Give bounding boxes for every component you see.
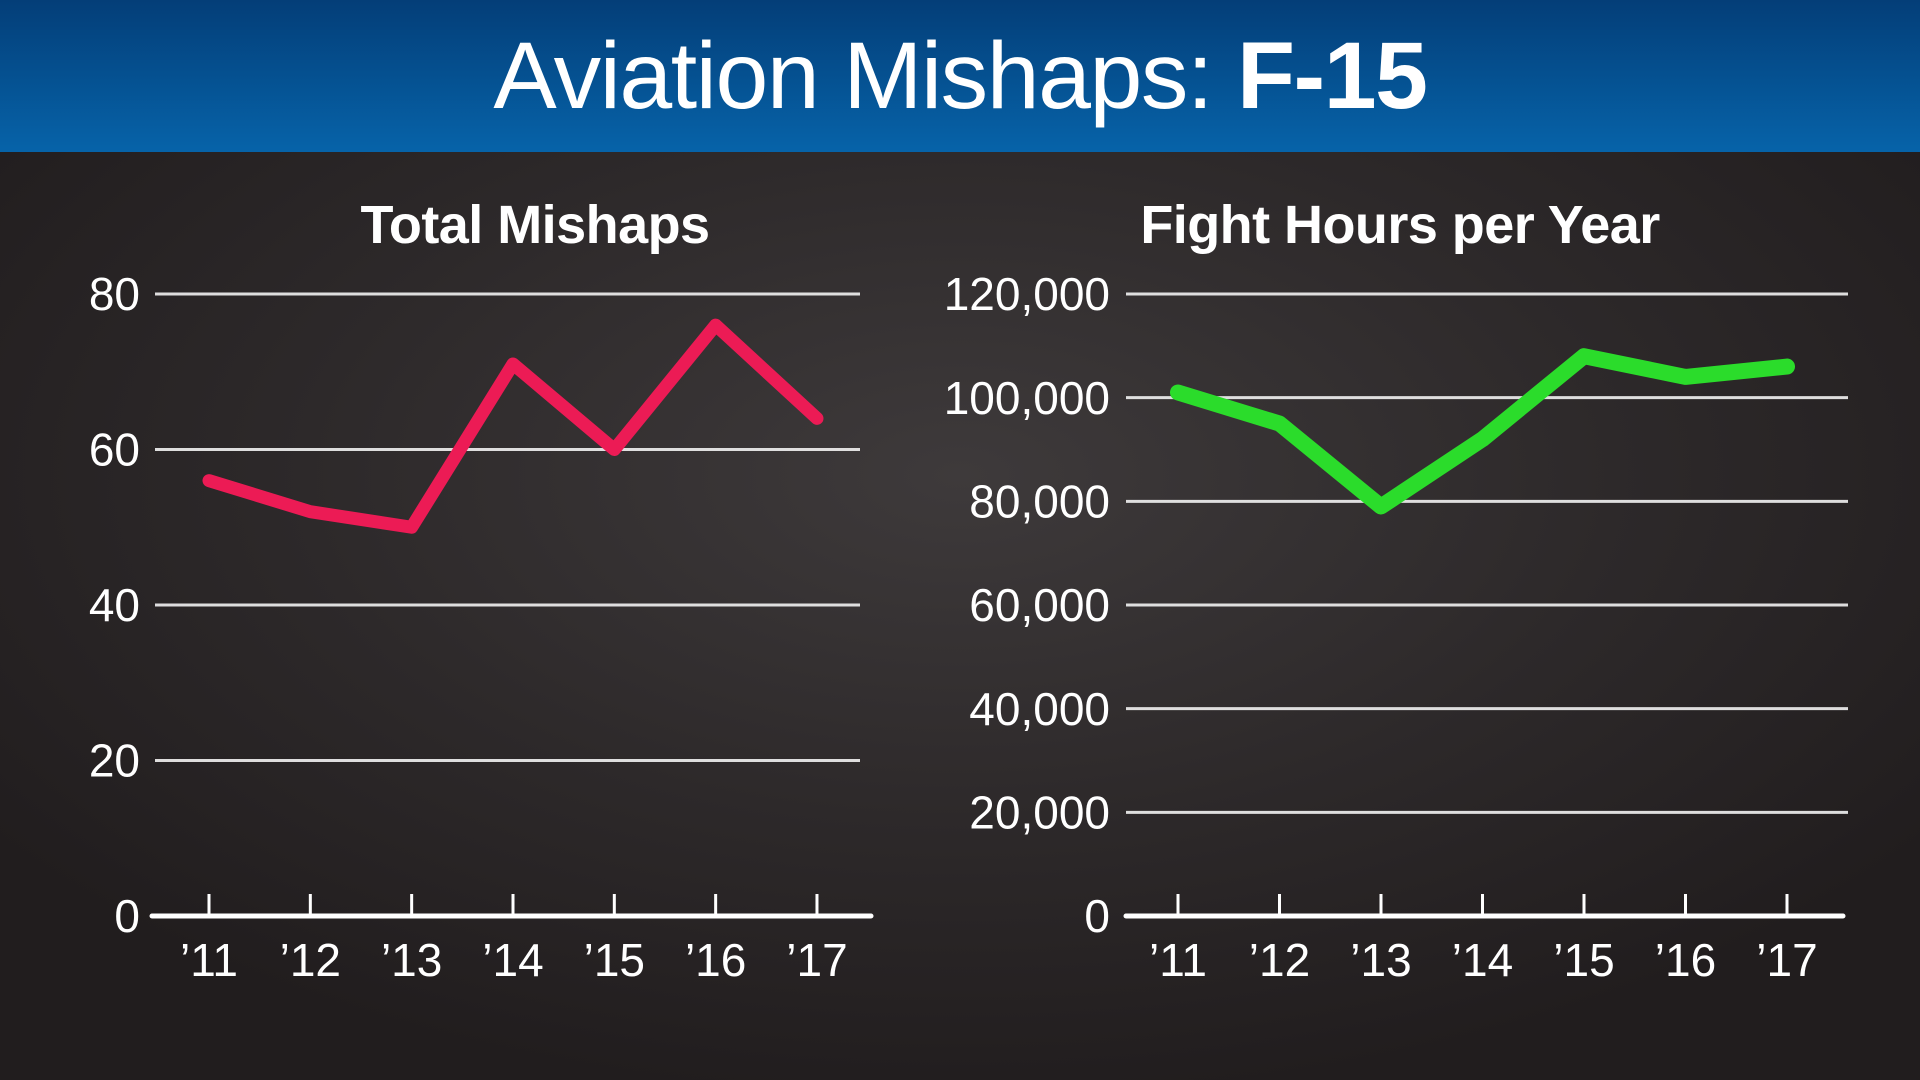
x-axis-label: ’11 (1149, 934, 1207, 986)
y-axis-label: 40,000 (969, 683, 1110, 735)
x-axis-label: ’14 (1452, 934, 1513, 986)
x-axis-label: ’15 (584, 934, 645, 986)
data-line (202, 318, 824, 534)
x-axis-label: ’17 (786, 934, 847, 986)
y-axis-label: 40 (89, 579, 140, 631)
header-banner: Aviation Mishaps: F-15 (0, 0, 1920, 152)
y-axis-label: 120,000 (944, 268, 1110, 320)
page-title-regular: Aviation Mishaps: (493, 22, 1237, 129)
x-axis-label: ’12 (1249, 934, 1310, 986)
y-axis-label: 100,000 (944, 372, 1110, 424)
page-title: Aviation Mishaps: F-15 (493, 22, 1428, 131)
y-axis-label: 0 (114, 890, 140, 942)
x-axis-label: ’16 (1655, 934, 1716, 986)
y-axis-label: 60 (89, 424, 140, 476)
x-axis-label: ’13 (381, 934, 442, 986)
y-axis-label: 80,000 (969, 475, 1110, 527)
x-axis-label: ’12 (280, 934, 341, 986)
page-title-aircraft: F-15 (1236, 22, 1428, 129)
y-axis-label: 60,000 (969, 579, 1110, 631)
x-axis-label: ’13 (1350, 934, 1411, 986)
y-axis-label: 20 (89, 735, 140, 787)
x-axis-label: ’14 (482, 934, 543, 986)
y-axis-label: 80 (89, 268, 140, 320)
x-axis-label: ’16 (685, 934, 746, 986)
right-chart-title: Fight Hours per Year (1140, 195, 1660, 255)
chart-2: 0 20,000 40,000 60,000 80,000 100,000 120,000 ’… (944, 268, 1848, 986)
y-axis-label: 0 (1084, 890, 1110, 942)
y-axis-label: 20,000 (969, 786, 1110, 838)
x-axis-label: ’15 (1553, 934, 1614, 986)
left-chart-title: Total Mishaps (360, 195, 710, 255)
x-axis-label: ’11 (180, 934, 238, 986)
chart-1: 0 20 40 60 80 ’11 ’12 ’13 ’14 ’15 ’16 ’17 (89, 268, 874, 986)
data-line (1170, 348, 1795, 515)
x-axis-label: ’17 (1756, 934, 1817, 986)
